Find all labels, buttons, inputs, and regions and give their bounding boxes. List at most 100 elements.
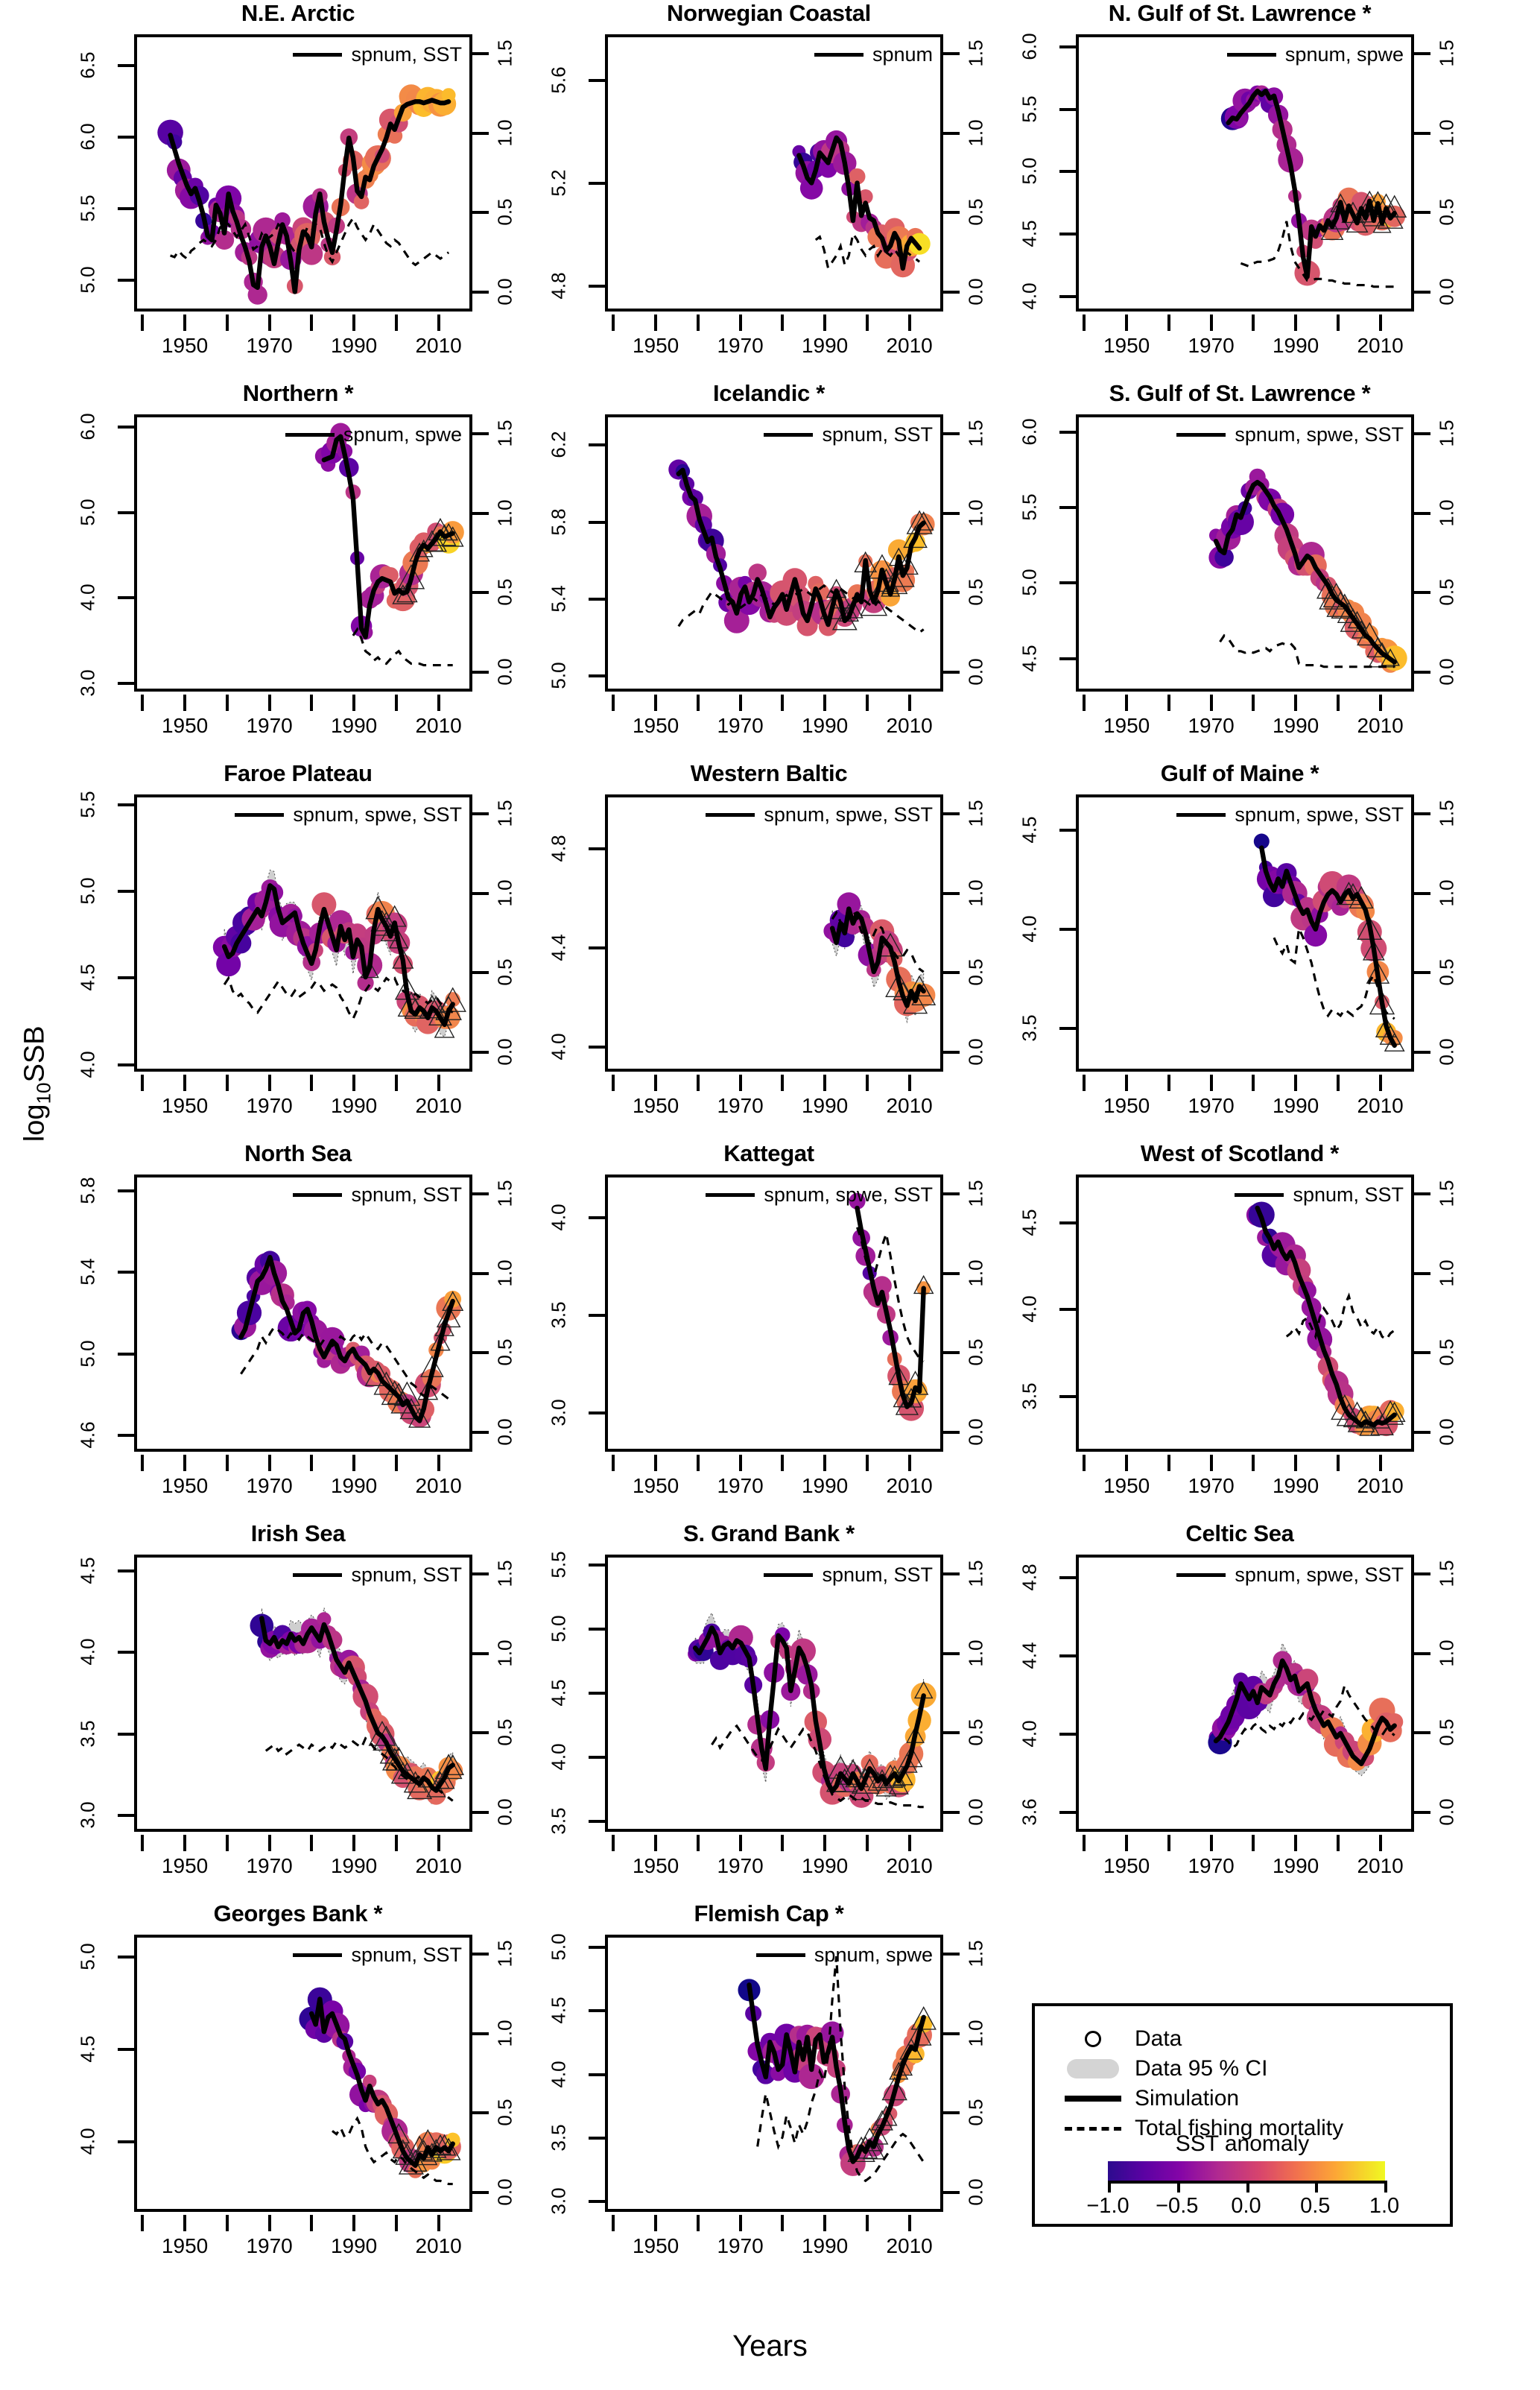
x-axis-tick: [907, 314, 911, 331]
panel-inline-legend: spnum: [814, 43, 933, 66]
panel-title: Faroe Plateau: [224, 760, 373, 786]
x-axis-tick: [781, 1075, 785, 1091]
y-axis-right-tick: [472, 2191, 489, 2195]
y-axis-right-tick: [1414, 812, 1430, 815]
y-axis-left-tick: [589, 674, 605, 678]
data-points: [1208, 1651, 1404, 1771]
x-axis-tick-label: 1950: [161, 714, 209, 737]
x-axis-tick-label: 1990: [330, 334, 378, 357]
y-axis-right-tick-label: 0.5: [964, 1719, 987, 1747]
y-axis-left-tick-label: 5.0: [76, 1340, 99, 1368]
panel-canvas: [792, 130, 931, 278]
panel-s-grand-bank: S. Grand Bank * spnum, SST 3.5 4.0 4.5 5.0 5.5…: [533, 1520, 1004, 1900]
y-axis-right-tick-label: 1.5: [964, 39, 987, 67]
colorbar-tick: [1384, 2181, 1387, 2193]
y-axis-left-tick-label: 4.5: [1018, 816, 1041, 844]
x-axis-tick: [907, 1075, 911, 1091]
x-axis-tick: [1125, 1075, 1129, 1091]
triangle-marker: [1319, 585, 1346, 610]
x-axis-tick-label: 1990: [801, 334, 849, 357]
panel-gulf-of-maine: Gulf of Maine * spnum, spwe, SST 3.5 4.0 4.5…: [1004, 760, 1475, 1140]
x-axis-tick: [823, 1835, 827, 1851]
x-axis-tick: [738, 695, 742, 711]
panel-canvas: [1208, 1642, 1404, 1777]
x-axis-tick: [738, 1835, 742, 1851]
panel-title: North Sea: [244, 1140, 352, 1166]
x-axis-tick: [437, 2215, 440, 2231]
x-axis-tick: [1083, 1075, 1086, 1091]
y-axis-left-tick: [118, 1434, 134, 1438]
panel-inline-legend: spnum, spwe, SST: [1176, 1564, 1404, 1587]
x-axis-tick: [654, 2215, 658, 2231]
x-axis-tick-label: 1990: [330, 1474, 378, 1497]
y-axis-right-tick-label: 0.5: [964, 198, 987, 227]
y-axis-right-tick: [472, 971, 489, 975]
x-axis-tick: [1252, 1835, 1255, 1851]
x-axis-tick-label: 1990: [801, 2234, 849, 2257]
y-axis-right-tick: [472, 1731, 489, 1735]
x-axis-tick-label: 2010: [1357, 334, 1404, 357]
triangle-marker: [831, 607, 858, 630]
x-axis-tick: [394, 314, 398, 331]
y-axis-left-tick: [1059, 1221, 1076, 1225]
y-axis-left-tick: [118, 890, 134, 894]
panel-title: West of Scotland *: [1140, 1140, 1340, 1166]
plot-area: spnum, SST: [605, 1555, 943, 1832]
y-axis-left-tick-label: 3.0: [547, 2187, 570, 2215]
y-axis-left-tick: [118, 2140, 134, 2143]
simulation-line-icon: [764, 433, 814, 437]
simulation-line-icon: [293, 1573, 343, 1577]
legend-item-ci: Data 95 % CI: [1051, 2055, 1267, 2082]
x-axis-tick: [267, 314, 271, 331]
y-axis-right-tick-label: 1.5: [964, 1560, 987, 1587]
triangle-marker: [1372, 215, 1392, 233]
y-axis-right-tick-label: 0.5: [964, 2099, 987, 2127]
x-axis-tick-label: 2010: [886, 2234, 933, 2257]
y-axis-left-tick: [1059, 506, 1076, 510]
fishing-mortality-line: [223, 976, 454, 1022]
y-axis-right-tick-label: 1.5: [1435, 39, 1458, 67]
simulation-line-icon: [1176, 813, 1226, 817]
triangle-marker: [1331, 1394, 1359, 1420]
y-axis-right-tick: [943, 291, 960, 294]
y-axis-left-tick: [118, 64, 134, 68]
panel-inline-legend-label: spnum, SST: [351, 1564, 462, 1586]
x-axis-tick: [1167, 1455, 1170, 1471]
triangle-marker: [434, 1769, 455, 1789]
plot-area: spnum, spwe: [1076, 34, 1414, 312]
y-axis-left-tick-label: 5.0: [76, 266, 99, 294]
y-axis-right-tick-label: 1.5: [1435, 420, 1458, 447]
x-axis-tick: [310, 1455, 314, 1471]
simulation-line-icon: [1226, 53, 1276, 57]
y-axis-left-tick: [118, 1814, 134, 1818]
y-axis-right-tick-label: 1.0: [1435, 879, 1458, 907]
x-axis-tick: [1378, 695, 1382, 711]
x-axis-tick: [183, 1835, 187, 1851]
y-axis-right-tick-label: 0.0: [493, 278, 516, 306]
y-axis-right-tick-label: 1.5: [493, 1940, 516, 1967]
panel-inline-legend: spnum, SST: [764, 423, 933, 446]
y-axis-left-tick-label: 3.5: [1018, 1014, 1041, 1042]
x-axis-tick: [696, 695, 700, 711]
fishing-mortality-line: [1219, 633, 1395, 668]
y-axis-left-tick-label: 4.0: [547, 1743, 570, 1771]
x-axis-tick-label: 1990: [801, 1854, 849, 1877]
y-axis-left-tick: [118, 1732, 134, 1736]
y-axis-left-tick-label: 4.5: [1018, 220, 1041, 247]
panel-western-baltic: Western Baltic spnum, spwe, SST 4.0 4.4 4.8 0…: [533, 760, 1004, 1140]
panel-inline-legend: spnum, SST: [1235, 1183, 1404, 1207]
y-axis-right-tick: [1414, 1811, 1430, 1815]
y-axis-left-tick-label: 6.0: [76, 123, 99, 151]
x-axis-tick: [437, 1455, 440, 1471]
x-axis-tick: [183, 695, 187, 711]
panel-inline-legend-label: spnum, spwe, SST: [1235, 1564, 1404, 1586]
x-axis-tick: [781, 695, 785, 711]
x-axis-tick-label: 1950: [1103, 1094, 1150, 1117]
y-axis-left-title: log10SSB: [19, 987, 56, 1180]
fishing-mortality-line: [1273, 923, 1395, 1020]
x-axis-tick: [352, 695, 356, 711]
x-axis-tick: [612, 1835, 615, 1851]
y-axis-right-tick: [472, 291, 489, 294]
x-axis-tick: [823, 1075, 827, 1091]
plot-area: spnum, spwe: [605, 1935, 943, 2212]
